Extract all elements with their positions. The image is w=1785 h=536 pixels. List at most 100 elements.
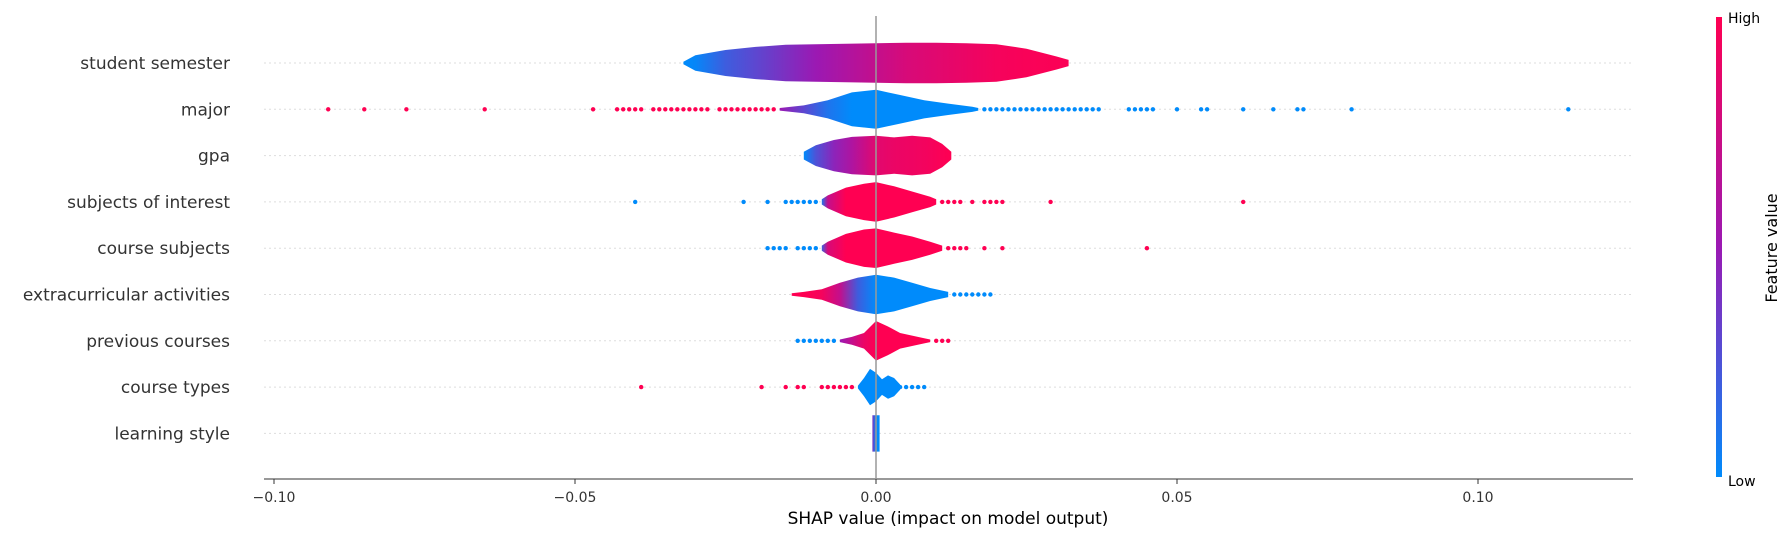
colorbar-low-label: Low: [1728, 474, 1756, 490]
colorbar-title: Feature value: [1762, 193, 1781, 302]
feature-label-learning-style: learning style: [114, 424, 230, 444]
shap-point-course-subjects: [771, 246, 776, 251]
shap-point-course-types: [783, 384, 788, 390]
feature-label-course-types: course types: [121, 378, 230, 398]
shap-point-course-subjects: [1144, 246, 1150, 251]
shap-point-course-subjects: [765, 246, 770, 251]
shap-point-subjects-of-interest: [988, 199, 993, 205]
shap-point-major: [693, 107, 698, 112]
shap-point-major: [1048, 107, 1053, 112]
shap-point-major: [759, 107, 764, 112]
shap-point-major: [687, 107, 692, 112]
shap-point-course-subjects: [801, 246, 806, 251]
shap-point-major: [765, 107, 770, 112]
violin-extracurricular-activities: [791, 274, 949, 315]
shap-point-major: [1054, 107, 1059, 112]
shap-point-major: [1204, 107, 1210, 112]
shap-point-major: [633, 107, 638, 112]
shap-point-subjects-of-interest: [813, 199, 818, 205]
shap-point-major: [1024, 107, 1029, 112]
colorbar: [1716, 17, 1722, 477]
shap-point-major: [771, 107, 776, 112]
shap-point-major: [590, 107, 596, 112]
shap-point-major: [1030, 107, 1035, 112]
shap-point-previous-courses: [819, 338, 824, 343]
shap-point-major: [1126, 107, 1132, 112]
shap-point-subjects-of-interest: [801, 199, 806, 205]
shap-point-course-subjects: [813, 246, 818, 251]
shap-point-course-types: [831, 384, 837, 390]
shap-point-major: [362, 107, 367, 112]
shap-point-course-types: [849, 384, 855, 390]
shap-point-major: [1066, 107, 1071, 112]
shap-point-major: [1566, 107, 1571, 112]
shap-point-previous-courses: [934, 338, 939, 343]
shap-point-major: [1060, 107, 1065, 112]
shap-point-course-types: [801, 384, 806, 390]
shap-point-course-types: [639, 384, 644, 390]
colorbar-high-label: High: [1728, 11, 1760, 27]
shap-point-extracurricular-activities: [970, 292, 975, 297]
shap-point-subjects-of-interest: [789, 199, 794, 205]
shap-point-course-subjects: [982, 246, 987, 251]
shap-point-course-types: [922, 384, 927, 390]
x-axis-title: SHAP value (impact on model output): [788, 509, 1109, 529]
shap-point-course-types: [759, 384, 764, 390]
shap-point-subjects-of-interest: [946, 199, 951, 205]
shap-point-major: [1096, 107, 1101, 112]
shap-point-course-types: [909, 384, 915, 390]
shap-point-major: [639, 107, 644, 112]
shap-point-course-subjects: [795, 246, 800, 251]
shap-point-major: [627, 107, 632, 112]
shap-point-major: [1150, 107, 1156, 112]
shap-point-major: [1241, 107, 1246, 112]
shap-point-course-types: [897, 384, 903, 390]
shap-point-major: [1036, 107, 1041, 112]
shap-point-major: [651, 107, 656, 112]
shap-point-subjects-of-interest: [1048, 199, 1053, 205]
violin-previous-courses: [839, 321, 931, 361]
shap-point-course-subjects: [952, 246, 957, 251]
shap-point-major: [735, 107, 740, 112]
shap-point-major: [675, 107, 680, 112]
shap-point-subjects-of-interest: [783, 199, 788, 205]
shap-point-previous-courses: [946, 338, 951, 343]
shap-point-course-types: [843, 384, 849, 390]
shap-point-previous-courses: [801, 338, 806, 343]
shap-point-subjects-of-interest: [795, 199, 800, 205]
shap-point-previous-courses: [795, 338, 800, 343]
shap-point-extracurricular-activities: [976, 292, 981, 297]
violin-major: [779, 89, 979, 129]
shap-point-course-types: [795, 384, 800, 390]
shap-point-major: [1078, 107, 1083, 112]
shap-point-major: [1138, 107, 1144, 112]
shap-point-course-types: [903, 384, 909, 390]
shap-point-course-subjects: [777, 246, 782, 251]
shap-point-course-subjects: [946, 246, 951, 251]
shap-point-extracurricular-activities: [958, 292, 963, 297]
shap-point-major: [1012, 107, 1017, 112]
shap-point-major: [621, 107, 626, 112]
shap-point-major: [1301, 107, 1306, 112]
feature-label-gpa: gpa: [198, 147, 230, 167]
shap-point-previous-courses: [831, 338, 837, 343]
shap-point-course-types: [819, 384, 824, 390]
shap-point-major: [1144, 107, 1150, 112]
shap-point-extracurricular-activities: [964, 292, 969, 297]
shap-point-major: [1072, 107, 1077, 112]
shap-point-major: [717, 107, 722, 112]
shap-point-major: [326, 107, 331, 112]
feature-label-subjects-of-interest: subjects of interest: [67, 193, 230, 213]
shap-point-course-subjects: [1000, 246, 1005, 251]
feature-label-student-semester: student semester: [80, 54, 230, 74]
shap-point-major: [994, 107, 999, 112]
shap-point-subjects-of-interest: [994, 199, 999, 205]
shap-point-major: [614, 107, 620, 112]
shap-point-extracurricular-activities: [988, 292, 993, 297]
shap-point-subjects-of-interest: [952, 199, 957, 205]
shap-point-major: [1018, 107, 1023, 112]
shap-point-major: [663, 107, 668, 112]
point-layer: [326, 107, 1571, 390]
shap-point-major: [988, 107, 993, 112]
shap-point-major: [1042, 107, 1047, 112]
